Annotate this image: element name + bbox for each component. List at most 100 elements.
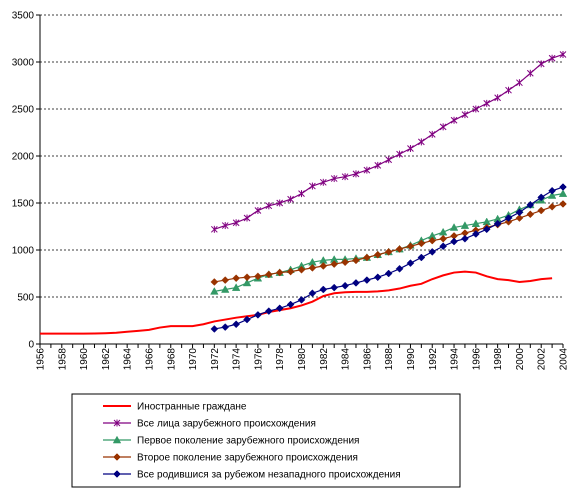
y-tick-labels: 0 500 1000 1500 2000 2500 3000 3500 <box>12 11 35 351</box>
data-point-marker <box>483 99 491 107</box>
data-point-marker <box>396 150 403 158</box>
legend-entry: Все родившися за рубежом незападного про… <box>103 469 401 481</box>
data-point-marker <box>505 86 512 94</box>
data-point-marker <box>537 60 545 68</box>
data-point-marker <box>417 239 426 248</box>
data-point-marker <box>547 191 557 199</box>
data-point-marker <box>450 116 458 124</box>
data-point-marker <box>210 225 218 233</box>
data-point-marker <box>286 300 295 309</box>
data-point-marker <box>373 273 382 282</box>
legend-label: Все родившися за рубежом незападного про… <box>137 469 401 481</box>
legend-label: Иностранные граждане <box>137 402 247 413</box>
legend-label: Второе поколение зарубежного происхожден… <box>137 452 358 464</box>
data-point-marker <box>308 264 317 272</box>
data-point-marker <box>319 285 328 294</box>
data-point-marker <box>210 287 219 295</box>
data-point-marker <box>276 199 284 207</box>
x-tick-label: 1962 <box>101 348 112 371</box>
data-point-marker <box>319 178 327 186</box>
x-tick-labels: 1956 1958 1960 1962 1964 1966 1968 1970 1972 1974… <box>36 348 570 371</box>
legend-label: Первое поколение зарубежного происхожден… <box>137 435 359 447</box>
data-point-marker <box>243 273 251 282</box>
data-point-marker <box>461 234 469 243</box>
data-point-marker <box>548 202 556 211</box>
data-point-marker <box>449 223 459 231</box>
data-point-marker <box>243 214 251 222</box>
data-point-marker <box>254 311 262 319</box>
data-point-marker <box>232 219 240 227</box>
data-point-marker <box>210 325 219 333</box>
y-tick-label: 3000 <box>12 58 35 69</box>
data-point-marker <box>113 419 121 427</box>
data-point-marker <box>559 200 567 208</box>
legend-entry: Второе поколение зарубежного происхожден… <box>103 452 358 464</box>
y-tick-label: 0 <box>28 340 34 351</box>
x-tick-label: 1974 <box>232 348 243 371</box>
data-point-marker <box>112 435 122 444</box>
data-point-marker <box>363 166 371 174</box>
data-point-marker <box>275 268 284 277</box>
series-4 <box>210 200 567 286</box>
data-point-marker <box>526 201 535 209</box>
y-tick-label: 2500 <box>12 105 35 116</box>
data-point-marker <box>330 175 338 183</box>
data-point-marker <box>287 195 294 203</box>
data-point-marker <box>275 304 284 313</box>
x-tick-label: 1988 <box>384 348 395 371</box>
x-tick-label: 1978 <box>275 348 286 371</box>
series-line <box>40 270 553 335</box>
data-point-marker <box>341 258 349 267</box>
x-tick-label: 1968 <box>166 348 177 371</box>
data-point-marker <box>395 245 404 253</box>
x-tick-label: 1964 <box>123 348 134 371</box>
legend-entry: Иностранные граждане <box>103 402 247 413</box>
data-point-marker <box>493 219 502 228</box>
data-point-marker <box>407 144 414 152</box>
data-point-marker <box>384 248 393 256</box>
y-tick-label: 500 <box>17 293 34 304</box>
x-tick-label: 1972 <box>210 348 221 371</box>
data-point-marker <box>113 470 121 478</box>
data-point-marker <box>482 225 491 234</box>
data-point-marker <box>494 94 501 102</box>
data-point-marker <box>537 193 546 202</box>
data-point-marker <box>308 289 317 298</box>
data-point-marker <box>231 283 241 291</box>
legend: Иностранные граждане Все лица зарубежного… <box>71 393 461 488</box>
data-point-marker <box>504 214 513 222</box>
x-tick-label: 1986 <box>362 348 373 371</box>
x-tick-label: 1998 <box>493 348 504 371</box>
data-point-marker <box>461 111 469 119</box>
data-point-marker <box>439 234 447 243</box>
data-point-marker <box>559 183 567 191</box>
data-point-marker <box>406 259 415 268</box>
data-point-marker <box>265 202 273 210</box>
x-tick-label: 1958 <box>57 348 68 371</box>
data-point-marker <box>210 278 219 286</box>
data-point-marker <box>548 54 556 62</box>
x-tick-label: 1966 <box>144 348 155 371</box>
data-point-marker <box>384 269 393 278</box>
data-point-marker <box>450 237 458 246</box>
series-2 <box>210 50 567 233</box>
data-point-marker <box>515 208 524 217</box>
x-tick-label: 2002 <box>537 348 548 371</box>
data-point-marker <box>264 270 273 279</box>
data-point-marker <box>221 276 230 284</box>
data-point-marker <box>330 283 339 292</box>
data-point-marker <box>406 242 415 251</box>
data-point-marker <box>254 207 262 215</box>
data-point-marker <box>363 276 371 284</box>
y-tick-label: 1000 <box>12 246 35 257</box>
x-tick-label: 1984 <box>341 348 352 371</box>
data-point-marker <box>221 222 229 230</box>
data-point-marker <box>558 189 568 197</box>
data-point-marker <box>460 221 470 229</box>
x-tick-label: 1990 <box>406 348 417 371</box>
data-point-marker <box>471 230 480 238</box>
data-point-marker <box>385 156 393 164</box>
axes <box>36 14 564 348</box>
data-point-marker <box>309 182 316 190</box>
x-tick-label: 1956 <box>36 348 47 371</box>
